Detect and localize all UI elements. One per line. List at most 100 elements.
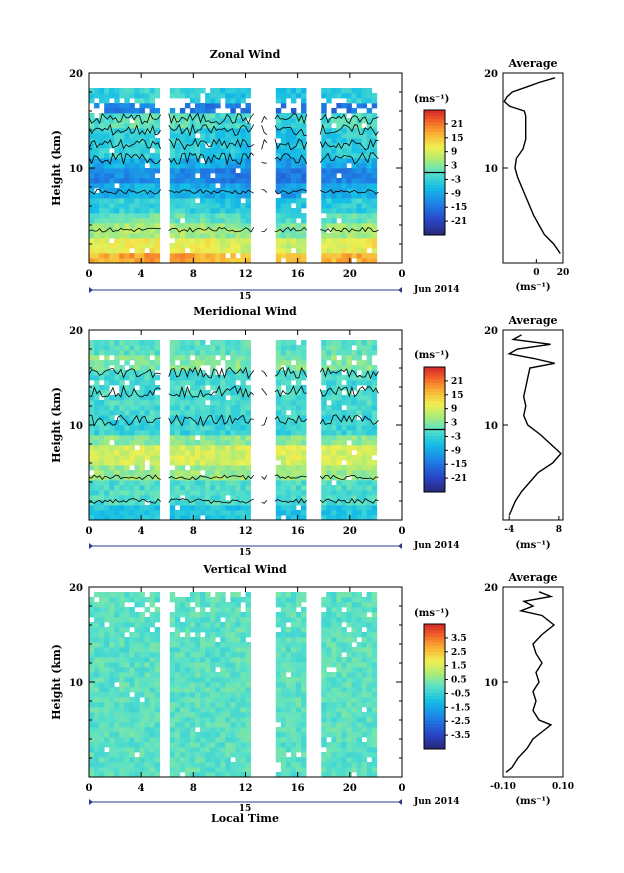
heatmap-cell [114, 712, 120, 718]
heatmap-cell [89, 767, 95, 773]
heatmap-cell [331, 248, 337, 254]
colorbar-swatch [424, 388, 445, 393]
heatmap-cell [366, 188, 373, 194]
heatmap-cell [169, 637, 176, 643]
heatmap-cell [230, 118, 236, 124]
heatmap-cell [301, 365, 307, 371]
heatmap-cell [285, 153, 292, 159]
heatmap-cell [280, 380, 287, 386]
heatmap-cell [341, 198, 347, 204]
heatmap-cell [326, 692, 332, 698]
heatmap-cell [225, 632, 231, 638]
heatmap-cell [124, 435, 130, 441]
heatmap-cell [285, 400, 292, 406]
heatmap-cell [114, 365, 120, 371]
heatmap-cell [341, 505, 347, 511]
heatmap-cell [321, 445, 327, 451]
heatmap-cell [321, 223, 327, 229]
heatmap-cell [275, 717, 282, 723]
heatmap-cell [331, 657, 337, 663]
heatmap-cell [280, 757, 287, 763]
heatmap-cell [129, 682, 135, 688]
heatmap-cell [195, 687, 201, 693]
colorbar-swatch [424, 426, 445, 431]
heatmap-cell [235, 395, 241, 401]
heatmap-cell [220, 652, 226, 658]
heatmap-cell [124, 510, 130, 516]
heatmap-cell [205, 208, 211, 214]
heatmap-cell [134, 762, 140, 768]
heatmap-cell [89, 440, 95, 446]
heatmap-cell [210, 757, 216, 763]
heatmap-cell [134, 500, 140, 506]
heatmap-cell [139, 495, 145, 501]
heatmap-cell [356, 450, 363, 456]
heatmap-cell [94, 435, 100, 441]
heatmap-cell [210, 647, 216, 653]
heatmap-cell [134, 717, 140, 723]
heatmap-cell [326, 702, 332, 708]
heatmap-cell [371, 350, 378, 356]
heatmap-cell [195, 767, 201, 773]
heatmap-cell [361, 712, 368, 718]
heatmap-cell [230, 657, 236, 663]
heatmap-cell [94, 692, 100, 698]
heatmap-cell [275, 692, 282, 698]
heatmap-cell [230, 208, 236, 214]
heatmap-cell [94, 365, 100, 371]
heatmap-cell [245, 490, 251, 496]
heatmap-cell [215, 153, 221, 159]
heatmap-cell [99, 420, 105, 426]
heatmap-cell [89, 228, 95, 234]
heatmap-cell [154, 375, 161, 381]
heatmap-cell [301, 505, 307, 511]
heatmap-cell [89, 395, 95, 401]
heatmap-cell [89, 627, 95, 633]
heatmap-cell [240, 505, 246, 511]
heatmap-cell [195, 248, 201, 254]
heatmap-cell [169, 480, 176, 486]
heatmap-cell [326, 510, 332, 516]
heatmap-cell [341, 410, 347, 416]
heatmap-cell [346, 652, 352, 658]
heatmap-cell [366, 445, 373, 451]
heatmap-cell [184, 445, 191, 451]
heatmap-cell [124, 183, 130, 189]
heatmap-cell [139, 717, 145, 723]
heatmap-cell [200, 702, 206, 708]
heatmap-cell [104, 223, 110, 229]
heatmap-cell [341, 737, 347, 743]
heatmap-cell [331, 203, 337, 209]
heatmap-cell [210, 223, 216, 229]
heatmap-cell [119, 375, 125, 381]
heatmap-cell [290, 682, 297, 688]
heatmap-cell [129, 345, 135, 351]
heatmap-cell [351, 652, 357, 658]
heatmap-cell [205, 148, 211, 154]
heatmap-cell [184, 627, 191, 633]
heatmap-cell [225, 138, 231, 144]
heatmap-cell [301, 400, 307, 406]
heatmap-cell [169, 93, 176, 99]
heatmap-cell [361, 702, 368, 708]
heatmap-cell [321, 702, 327, 708]
heatmap-cell [215, 692, 221, 698]
heatmap-cell [124, 762, 130, 768]
heatmap-cell [129, 228, 135, 234]
heatmap-cell [295, 642, 302, 648]
heatmap-cell [331, 465, 337, 471]
heatmap-cell [94, 88, 100, 94]
heatmap-cell [114, 752, 120, 758]
heatmap-cell [225, 622, 231, 628]
heatmap-cell [195, 93, 201, 99]
heatmap-cell [134, 420, 140, 426]
heatmap-cell [104, 375, 110, 381]
heatmap-cell [119, 238, 125, 244]
heatmap-cell [321, 455, 327, 461]
heatmap-cell [189, 682, 196, 688]
heatmap-cell [200, 687, 206, 693]
colorbar-swatch [424, 423, 445, 427]
heatmap-cell [195, 602, 201, 608]
heatmap-cell [275, 450, 282, 456]
heatmap-cell [336, 627, 342, 633]
